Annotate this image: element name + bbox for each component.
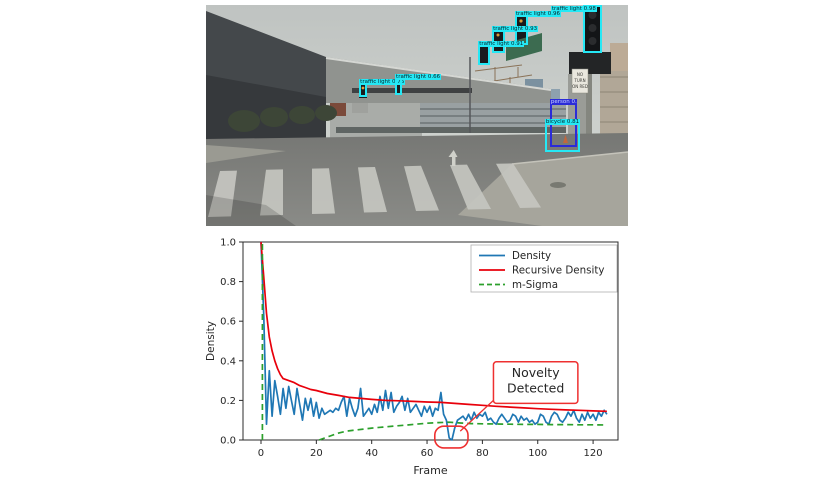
svg-text:0.0: 0.0 (220, 436, 236, 447)
detection-label: traffic light 0.96 (514, 10, 561, 17)
chart-svg: 0.0 0.2 0.4 0.6 0.8 1.0 0 20 40 60 80 100 120 Density… (205, 238, 619, 477)
manhole (550, 182, 566, 188)
svg-text:0.2: 0.2 (220, 396, 236, 407)
series-density (260, 241, 608, 441)
construction-site (420, 103, 566, 131)
median (206, 145, 286, 163)
parking-bands (600, 76, 628, 123)
y-axis-label: Density (205, 321, 217, 361)
detection-label: traffic light 0.98 (550, 6, 597, 13)
scaffold-rows (420, 108, 566, 124)
svg-text:0: 0 (258, 448, 264, 459)
detection-label: traffic light 0.66 (395, 73, 442, 80)
svg-text:120: 120 (584, 448, 603, 459)
detection-label: traffic light 0.93 (492, 25, 539, 32)
series-m-sigma (261, 242, 607, 441)
svg-text:1.0: 1.0 (220, 238, 236, 249)
detection-box-bicycle-1: bicycle 0.81 (544, 118, 581, 152)
svg-text:NO: NO (577, 72, 583, 77)
svg-text:0.6: 0.6 (220, 317, 236, 328)
svg-text:80: 80 (476, 448, 489, 459)
svg-text:Detected: Detected (507, 380, 564, 395)
svg-text:Density: Density (512, 250, 551, 262)
detection-label: traffic light 0.76 (359, 78, 406, 85)
svg-text:Recursive Density: Recursive Density (512, 265, 605, 277)
svg-text:TURN: TURN (573, 78, 585, 83)
x-axis-label: Frame (413, 464, 448, 477)
axes: 0.0 0.2 0.4 0.6 0.8 1.0 0 20 40 60 80 100 120 Density… (205, 238, 619, 477)
detection-label: person 0.87 (549, 98, 577, 105)
svg-text:m-Sigma: m-Sigma (512, 279, 558, 291)
tan-building (610, 43, 628, 71)
svg-text:60: 60 (421, 448, 434, 459)
sidewalk-corner (458, 152, 628, 226)
detection-label: bicycle 0.81 (544, 118, 581, 125)
crosswalk (208, 163, 541, 217)
svg-text:100: 100 (528, 448, 547, 459)
series-recursive-density (260, 241, 607, 413)
shadow (206, 195, 296, 226)
detection-box-traffic-light-1: traffic light 0.98 (550, 5, 602, 53)
svg-text:0.8: 0.8 (220, 277, 236, 288)
svg-text:ON RED: ON RED (572, 84, 588, 89)
camera-frame: NO TURN ON RED (206, 5, 628, 226)
detection-box-traffic-light-5: traffic light 0.76 (359, 78, 406, 97)
mast-arm (352, 88, 472, 93)
detections-layer: traffic light 0.98 traffic light 0.96 traf… (206, 5, 628, 226)
svg-text:40: 40 (365, 448, 378, 459)
trees (228, 105, 337, 132)
legend: Density Recursive Density m-Sigma (470, 244, 618, 293)
novelty-ellipse (433, 425, 469, 449)
detection-box-traffic-light-6: traffic light 0.66 (395, 73, 442, 95)
curb-line (511, 151, 628, 165)
detection-label: traffic light 0.91 (478, 40, 525, 47)
lane-arrow-icon (448, 150, 458, 166)
signal-cluster (478, 15, 542, 65)
density-chart: 0.0 0.2 0.4 0.6 0.8 1.0 0 20 40 60 80 100 120 Density… (200, 230, 640, 480)
fence-line (336, 127, 566, 133)
traffic-cone (563, 135, 568, 143)
svg-text:Novelty: Novelty (512, 365, 560, 380)
detection-box-traffic-light-4: traffic light 0.91 (478, 40, 525, 65)
svg-text:0.4: 0.4 (220, 356, 236, 367)
svg-text:20: 20 (310, 448, 323, 459)
no-turn-sign: NO TURN ON RED (571, 68, 589, 94)
